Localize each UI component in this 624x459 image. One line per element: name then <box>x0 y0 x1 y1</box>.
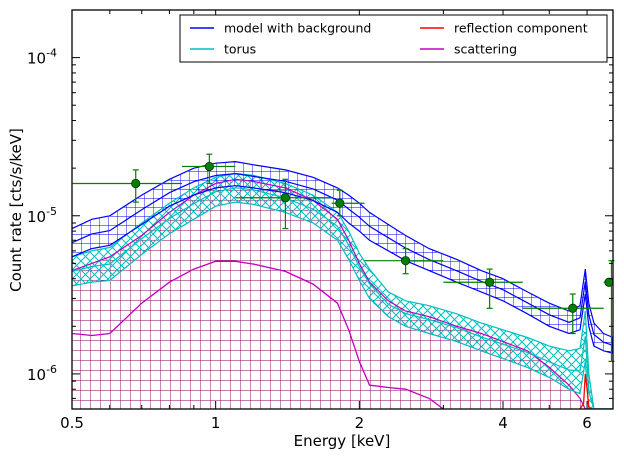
legend: model with background reflection componen… <box>179 14 608 63</box>
line-scattering-central <box>72 260 444 409</box>
data-points <box>72 153 615 362</box>
data-marker <box>604 277 614 287</box>
legend-box <box>179 14 608 63</box>
band-lower-model-with-background <box>72 185 613 354</box>
x-axis-label: Energy [keV] <box>294 432 391 450</box>
data-marker <box>280 193 291 203</box>
band-upper-scattering <box>72 178 613 409</box>
data-marker <box>131 178 141 189</box>
legend-label: torus <box>224 42 256 57</box>
data-marker <box>568 303 578 313</box>
y-axis-label: Count rate [cts/s/keV] <box>7 128 25 292</box>
data-point-1 <box>72 169 182 203</box>
data-point-5 <box>364 247 444 275</box>
band-scattering <box>72 179 613 409</box>
x-tick-label: 0.5 <box>60 414 84 432</box>
band-center-model-with-background <box>72 172 613 346</box>
data-marker <box>335 198 345 208</box>
y-tick-label: 10-4 <box>27 47 57 68</box>
model-bands <box>72 161 613 409</box>
y-tick-label: 10-5 <box>27 205 57 226</box>
data-marker <box>485 277 495 287</box>
band-upper-torus <box>72 172 613 409</box>
legend-label: model with background <box>224 21 371 36</box>
legend-label: reflection component <box>454 21 588 36</box>
x-tick-label: 4 <box>498 414 508 432</box>
data-point-6 <box>443 268 523 309</box>
y-tick-label: 10-6 <box>27 363 57 384</box>
data-point-3 <box>235 178 332 230</box>
x-tick-label: 6 <box>582 414 592 432</box>
legend-entry-3: torus <box>190 42 256 57</box>
legend-entry-1: model with background <box>190 21 371 36</box>
data-point-4 <box>331 189 365 217</box>
data-marker <box>400 256 411 266</box>
data-marker <box>204 161 214 172</box>
axis-tick-labels: 0.5 1 2 4 6 10-6 10-5 10-4 <box>27 47 592 432</box>
data-point-2 <box>181 153 236 185</box>
data-point-8 <box>603 260 615 362</box>
data-point-7 <box>522 293 604 335</box>
line-reflection-component <box>579 373 592 409</box>
band-center-torus <box>72 187 613 409</box>
band-lower-torus <box>72 201 613 409</box>
band-upper-model-with-background <box>72 160 613 339</box>
legend-entry-4: scattering <box>420 42 517 57</box>
legend-entry-2: reflection component <box>420 21 588 36</box>
x-tick-label: 1 <box>211 414 221 432</box>
legend-label: scattering <box>454 42 517 57</box>
plot-frame <box>71 9 614 410</box>
model-lines <box>72 160 613 409</box>
x-tick-label: 2 <box>355 414 365 432</box>
